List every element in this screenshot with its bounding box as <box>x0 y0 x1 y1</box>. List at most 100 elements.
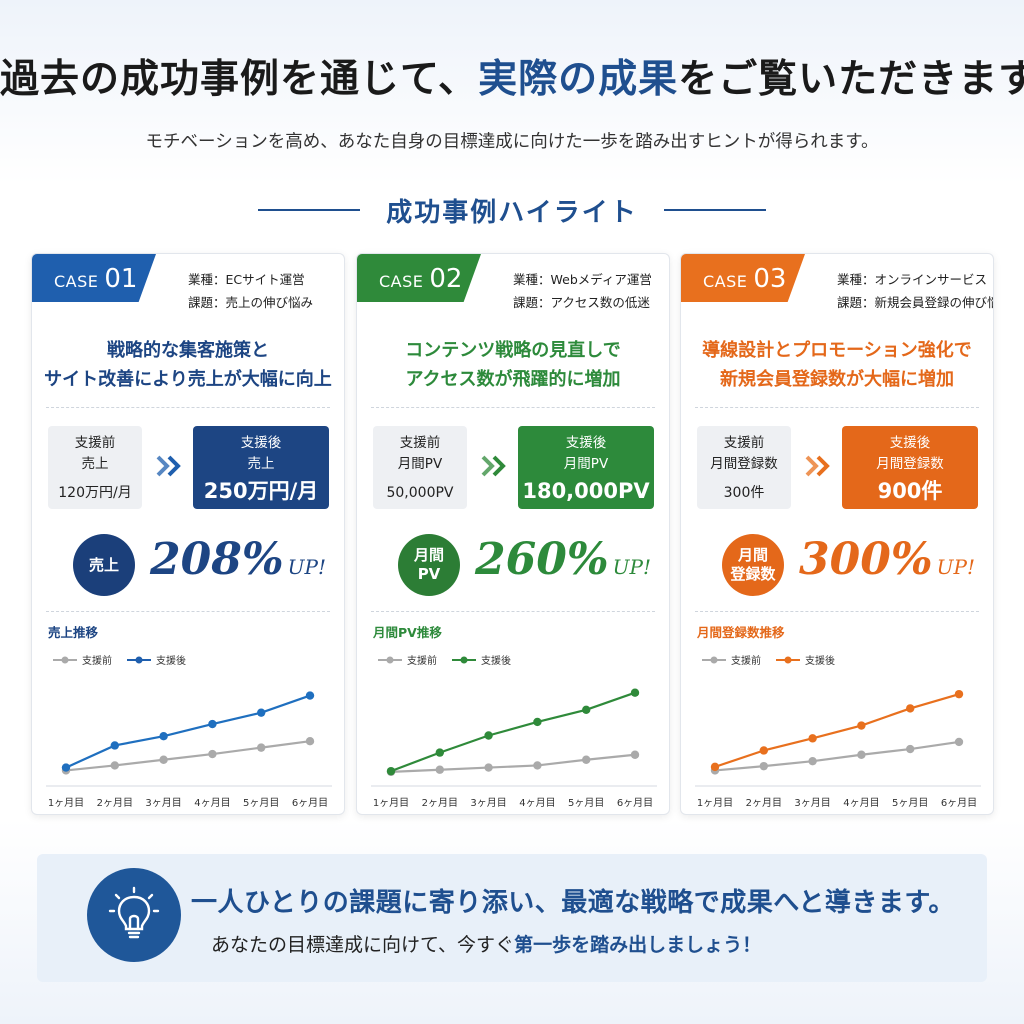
data-point-after <box>533 717 542 727</box>
data-point-before <box>759 761 768 771</box>
data-point-before <box>159 755 168 764</box>
data-point-after <box>906 704 915 713</box>
data-point-before <box>110 761 120 770</box>
metric-circle-line1: 月間 <box>413 546 444 564</box>
series-line-before <box>714 740 960 772</box>
headline-part2: をご覧いただきます。 <box>678 56 1024 102</box>
data-point-after <box>857 721 866 730</box>
chart-legend: 支援前 支援後 <box>701 652 835 667</box>
banner-main-text: 一人ひとりの課題に寄り添い、最適な戦略で成果へと導きます。 <box>191 888 955 918</box>
chart-title: 売上推移 <box>48 625 99 640</box>
data-point-after <box>257 708 266 717</box>
page-headline: 過去の成功事例を通じて、実際の成果をご覧いただきます。 <box>0 48 1024 104</box>
x-tick-label: 3ヶ月目 <box>470 797 506 809</box>
x-tick-label: 6ヶ月目 <box>617 797 653 809</box>
after-value: 180,000PV <box>522 479 650 503</box>
legend-label-after: 支援後 <box>805 656 835 667</box>
case-tag: CASE 03 <box>681 254 805 302</box>
data-point-before <box>954 737 964 747</box>
after-metric-label: 月間登録数 <box>876 456 944 472</box>
case-headline: コンテンツ戦略の見直しで アクセス数が飛躍的に増加 <box>357 336 669 394</box>
headline-part1: 過去の成功事例を通じて、 <box>0 56 479 102</box>
data-point-after <box>110 741 120 750</box>
data-point-before <box>906 744 915 754</box>
legend-label-before: 支援前 <box>407 656 437 667</box>
after-label: 支援後 <box>240 435 282 451</box>
case-headline-line2: サイト改善により売上が大幅に向上 <box>44 369 332 390</box>
x-tick-label: 1ヶ月目 <box>697 797 733 809</box>
legend-swatch-after <box>127 656 151 663</box>
case-number: 02 <box>429 264 463 294</box>
divider <box>695 611 979 612</box>
after-box: 支援後 月間登録数 900件 <box>842 426 978 509</box>
up-label: UP! <box>287 555 327 579</box>
divider <box>371 407 655 408</box>
legend-swatch-before <box>378 656 402 663</box>
series-line-after <box>390 691 636 773</box>
banner-sub-highlight: 第一歩を踏み出しましょう！ <box>514 934 762 956</box>
before-value: 300件 <box>723 485 765 501</box>
legend-label-before: 支援前 <box>82 656 112 667</box>
legend-swatch-after <box>776 656 800 663</box>
metric-circle-line1: 月間 <box>737 546 768 564</box>
legend-item-before: 支援前 <box>377 652 437 667</box>
before-value: 120万円/月 <box>58 485 132 501</box>
lightbulb-icon <box>87 868 181 962</box>
line-chart: 1ヶ月目 2ヶ月目 3ヶ月目 4ヶ月目 5ヶ月目 6ヶ月目 <box>695 689 981 809</box>
divider <box>371 611 655 612</box>
case-meta: 業種：オンラインサービス 課題：新規会員登録の伸び悩み <box>837 268 993 314</box>
chevron-right-icon <box>156 455 181 477</box>
case-meta: 業種：ECサイト運営 課題：売上の伸び悩み <box>188 268 313 314</box>
case-industry: 業種：オンラインサービス <box>837 272 988 287</box>
before-box: 支援前 月間登録数 300件 <box>697 426 791 509</box>
growth-percent: 208% UP! <box>150 534 326 585</box>
percent-value: 208% <box>150 534 284 585</box>
after-label: 支援後 <box>889 435 931 451</box>
cta-banner: 一人ひとりの課題に寄り添い、最適な戦略で成果へと導きます。 あなたの目標達成に向… <box>37 854 987 982</box>
data-point-before <box>257 743 266 752</box>
case-card-03: CASE 03 業種：オンラインサービス 課題：新規会員登録の伸び悩み 導線設計… <box>680 253 994 815</box>
after-value: 250万円/月 <box>203 479 319 503</box>
x-tick-label: 5ヶ月目 <box>892 797 928 809</box>
legend-swatch-before <box>702 656 726 663</box>
case-headline-line2: アクセス数が飛躍的に増加 <box>405 369 621 390</box>
chevron-right-icon <box>481 455 506 477</box>
case-word: CASE <box>379 272 424 291</box>
after-label: 支援後 <box>565 435 607 451</box>
case-tag: CASE 01 <box>32 254 156 302</box>
after-metric-label: 月間PV <box>563 456 609 472</box>
case-number: 01 <box>104 264 138 294</box>
case-tag: CASE 02 <box>357 254 481 302</box>
chart-legend: 支援前 支援後 <box>377 652 511 667</box>
data-point-after <box>305 691 315 700</box>
case-headline-line1: コンテンツ戦略の見直しで <box>405 340 621 361</box>
metric-circle-line2: 登録数 <box>730 565 776 583</box>
metric-circle: 月間 PV <box>398 534 460 596</box>
chart-title: 月間登録数推移 <box>697 625 785 640</box>
page-subtitle: モチベーションを高め、あなた自身の目標達成に向けた一歩を踏み出すヒントが得られま… <box>145 132 879 152</box>
up-label: UP! <box>612 555 652 579</box>
data-point-after <box>386 766 396 776</box>
data-point-after <box>61 763 71 772</box>
data-point-after <box>159 732 168 741</box>
legend-item-after: 支援後 <box>126 652 186 667</box>
x-tick-label: 4ヶ月目 <box>519 797 555 809</box>
x-tick-label: 4ヶ月目 <box>843 797 879 809</box>
before-metric-label: 月間PV <box>397 456 443 472</box>
chevron-right-icon <box>805 455 830 477</box>
percent-value: 260% <box>475 534 609 585</box>
case-issue: 課題：新規会員登録の伸び悩み <box>837 295 993 310</box>
data-point-before <box>484 763 493 772</box>
section-title-row: 成功事例ハイライト <box>0 192 1024 228</box>
divider <box>46 407 330 408</box>
divider <box>46 611 330 612</box>
case-meta: 業種：Webメディア運営 課題：アクセス数の低迷 <box>513 268 652 314</box>
data-point-before <box>533 761 542 770</box>
x-tick-label: 2ヶ月目 <box>746 797 782 809</box>
x-tick-label: 3ヶ月目 <box>794 797 830 809</box>
section-divider-left <box>258 209 361 211</box>
line-chart: 1ヶ月目 2ヶ月目 3ヶ月目 4ヶ月目 5ヶ月目 6ヶ月目 <box>46 691 332 809</box>
data-point-before <box>857 750 866 759</box>
case-headline-line1: 導線設計とプロモーション強化で <box>702 340 972 361</box>
before-value: 50,000PV <box>386 485 454 501</box>
